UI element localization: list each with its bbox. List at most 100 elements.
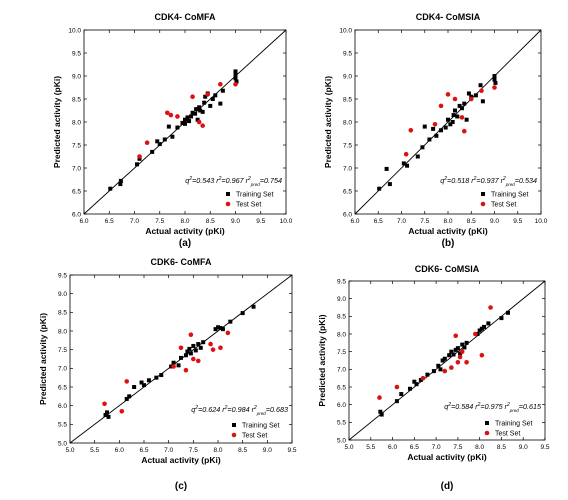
panel-label: (a) — [179, 238, 191, 249]
training-point — [155, 139, 160, 144]
training-point — [218, 101, 223, 106]
panel-label: (b) — [442, 238, 455, 249]
test-point — [183, 367, 189, 373]
x-tick-label: 7.0 — [164, 447, 173, 454]
x-tick-label: 8.0 — [475, 444, 484, 451]
legend-marker-test — [484, 430, 490, 436]
chart-title: CDK4- CoMSIA — [416, 12, 481, 22]
x-tick-label: 6.0 — [79, 218, 88, 225]
chart-panel-1: CDK4- CoMFA 6.0 6.5 7.0 7.5 8.0 8.5 9.0 9.5 10.0 6… — [52, 12, 293, 249]
test-point — [196, 119, 202, 125]
training-point — [431, 126, 436, 131]
test-point — [479, 88, 484, 94]
training-point — [453, 347, 458, 352]
training-point — [449, 349, 454, 354]
test-point — [432, 122, 438, 127]
y-axis-label: Predicted activity (pKi) — [52, 76, 62, 168]
training-point — [439, 128, 444, 133]
training-point — [240, 311, 245, 316]
x-tick-label: 9.5 — [256, 218, 265, 225]
test-point — [442, 368, 448, 374]
x-tick-label: 8.5 — [467, 218, 476, 225]
training-point — [218, 326, 223, 331]
x-tick-label: 6.5 — [374, 218, 383, 225]
y-tick-label: 6.0 — [72, 211, 81, 218]
training-point — [427, 137, 432, 142]
training-point — [492, 74, 497, 78]
chart-title: CDK4- CoMFA — [155, 12, 216, 22]
training-point — [105, 410, 109, 415]
r2-value: 0.937 — [481, 176, 500, 185]
training-point — [146, 378, 151, 383]
legend-label: Training Set — [491, 192, 529, 199]
training-point — [137, 156, 142, 161]
legend-marker-test — [231, 432, 237, 438]
r2pred-value: 0.683 — [270, 405, 288, 414]
training-point — [202, 100, 207, 105]
y-tick-label: 10.0 — [339, 27, 352, 34]
training-point — [103, 413, 108, 417]
training-point — [447, 353, 452, 358]
y-tick-label: 9.0 — [58, 291, 67, 298]
training-point — [486, 321, 491, 326]
test-point — [144, 140, 150, 145]
training-point — [233, 73, 238, 78]
x-tick-label: 9.0 — [519, 444, 528, 451]
training-point — [139, 380, 144, 385]
training-point — [460, 342, 465, 347]
y-tick-label: 8.0 — [72, 119, 81, 126]
training-point — [414, 382, 419, 387]
x-tick-label: 8.5 — [238, 447, 247, 454]
training-point — [135, 162, 140, 167]
x-tick-label: 9.0 — [490, 218, 499, 225]
x-tick-label: 9.5 — [540, 444, 549, 451]
x-tick-label: 6.5 — [410, 444, 419, 451]
training-point — [455, 114, 460, 119]
training-point — [191, 343, 196, 348]
x-tick-label: 6.0 — [115, 447, 124, 454]
panel-label: (d) — [441, 481, 454, 492]
training-point — [190, 110, 195, 115]
x-tick-label: 8.5 — [206, 218, 215, 225]
y-tick-label: 8.0 — [343, 119, 352, 126]
y-tick-label: 9.5 — [72, 50, 81, 57]
training-point — [480, 99, 485, 104]
training-point — [228, 319, 233, 324]
test-point — [124, 379, 130, 384]
training-point — [118, 182, 123, 187]
training-point — [493, 80, 498, 85]
training-point — [171, 360, 176, 365]
training-point — [208, 103, 213, 108]
y-tick-label: 6.5 — [72, 188, 81, 195]
r2-value: 0.967 — [226, 176, 245, 185]
legend-label: Test Set — [236, 202, 261, 209]
test-point — [459, 115, 465, 120]
y-tick-label: 8.5 — [58, 310, 67, 317]
training-point — [451, 352, 456, 357]
test-point — [225, 330, 231, 336]
training-point — [185, 349, 190, 354]
x-tick-label: 10.0 — [535, 218, 548, 225]
r2pred-value: 0.534 — [519, 176, 537, 185]
test-point — [394, 384, 400, 390]
training-point — [213, 93, 218, 98]
x-axis-label: Actual activity (pKi) — [407, 452, 487, 462]
legend-marker-training — [232, 423, 236, 427]
x-tick-label: 10.0 — [280, 218, 293, 225]
training-point — [407, 386, 412, 391]
training-point — [446, 117, 450, 122]
training-point — [142, 383, 146, 388]
stats-annotation: q2=0.543 r2=0.967 r2pred=0.754 — [185, 176, 282, 187]
y-tick-label: 9.5 — [58, 272, 67, 279]
y-tick-label: 9.5 — [343, 50, 352, 57]
x-tick-label: 7.0 — [130, 218, 139, 225]
test-point — [377, 395, 382, 400]
training-point — [378, 409, 383, 414]
training-point — [159, 373, 164, 378]
training-point — [193, 111, 198, 116]
y-tick-label: 6.0 — [337, 402, 346, 409]
training-point — [455, 346, 460, 351]
training-point — [505, 310, 510, 315]
training-point — [198, 108, 203, 113]
